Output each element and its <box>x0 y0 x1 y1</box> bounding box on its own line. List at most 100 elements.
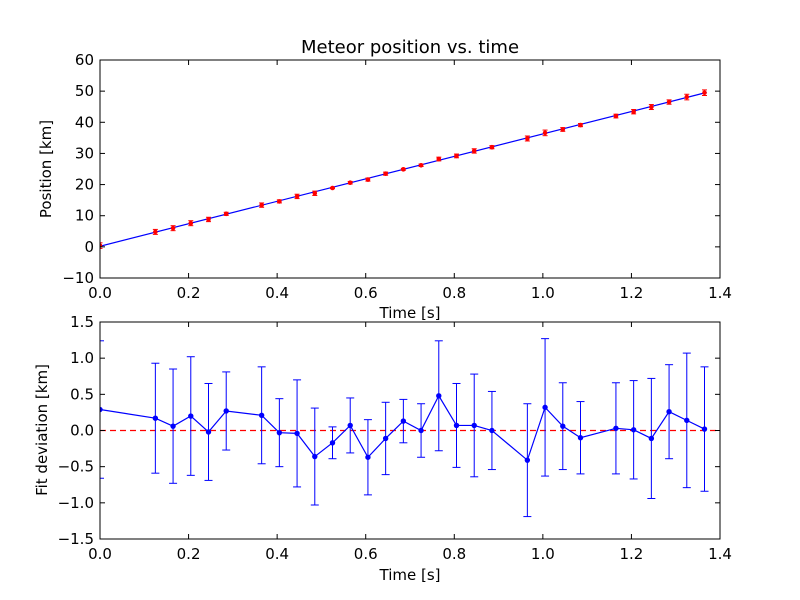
deviation-data-point <box>312 453 318 460</box>
deviation-plot-area <box>100 338 720 518</box>
position-data-point <box>277 199 282 204</box>
deviation-data-point <box>170 423 176 429</box>
position-y-axis-label: Position [km] <box>37 120 55 218</box>
position-y-tick-label: 20 <box>75 176 94 194</box>
deviation-data-point <box>418 427 424 434</box>
deviation-data-point <box>205 429 212 435</box>
deviation-data-point <box>613 425 619 432</box>
deviation-x-tick-label: 0.8 <box>442 545 466 563</box>
position-x-tick-label: 1.2 <box>619 284 643 302</box>
position-x-tick-label: 0.2 <box>177 284 201 302</box>
deviation-data-point <box>276 429 283 436</box>
deviation-data-point <box>666 408 672 415</box>
deviation-data-point <box>329 440 336 446</box>
deviation-y-tick-label: −1.5 <box>58 530 94 548</box>
position-data-point <box>666 99 672 105</box>
position-clipped-marks <box>100 89 707 249</box>
position-data-point <box>330 185 335 191</box>
deviation-x-tick-label: 0.2 <box>177 545 201 563</box>
position-data-point <box>489 144 495 150</box>
position-panel: 0.0 0.2 0.4 0.6 0.8 1.0 1.2 1.4 −10 0 10 20 30 40 50 60… <box>37 51 732 322</box>
position-data-point <box>702 90 707 95</box>
deviation-data-point <box>471 422 477 429</box>
position-axes-frame <box>99 59 721 279</box>
deviation-data-point <box>258 412 265 419</box>
position-x-tick-label: 0.6 <box>354 284 378 302</box>
deviation-data-point <box>701 426 708 432</box>
deviation-series-line <box>100 394 705 462</box>
position-x-tick-label: 0.8 <box>442 284 466 302</box>
position-data-point <box>525 136 530 141</box>
position-data-point <box>383 171 388 176</box>
position-data-point <box>206 217 211 222</box>
deviation-data-point <box>453 422 460 429</box>
deviation-data-point <box>436 393 442 399</box>
position-data-point <box>259 202 264 208</box>
deviation-ticks: 0.0 0.2 0.4 0.6 0.8 1.0 1.2 1.4 −1.5 −1.0 −0.5 0.0 0… <box>58 313 732 563</box>
deviation-x-tick-label: 0.4 <box>265 545 289 563</box>
position-data-point <box>560 127 566 132</box>
deviation-data-point <box>400 418 407 424</box>
deviation-y-tick-label: 1.5 <box>70 313 94 331</box>
position-data-point <box>436 156 442 162</box>
position-y-tick-label: 40 <box>75 113 94 131</box>
deviation-data-point <box>152 415 159 421</box>
deviation-x-tick-label: 1.2 <box>619 545 643 563</box>
deviation-data-point <box>648 435 655 442</box>
position-data-point <box>294 194 300 199</box>
position-y-tick-label: 30 <box>75 144 94 162</box>
deviation-x-tick-label: 1.0 <box>531 545 555 563</box>
deviation-y-tick-label: −1.0 <box>58 494 94 512</box>
deviation-y-tick-label: 0.0 <box>70 422 94 440</box>
deviation-data-point <box>524 457 531 463</box>
deviation-x-tick-label: 0.6 <box>354 545 378 563</box>
position-data-point <box>188 220 194 226</box>
deviation-y-axis-label: Fit deviation [km] <box>33 364 51 496</box>
deviation-y-tick-label: 1.0 <box>70 349 94 367</box>
deviation-data-point <box>382 435 389 442</box>
position-data-point <box>684 94 690 100</box>
deviation-data-point <box>365 454 371 460</box>
position-errorbar <box>100 242 103 249</box>
deviation-errorbar <box>100 340 104 479</box>
position-data-point <box>153 229 158 235</box>
deviation-clipped-marks <box>100 338 720 518</box>
deviation-y-tick-label: 0.5 <box>70 385 94 403</box>
position-y-tick-label: 50 <box>75 82 94 100</box>
position-x-tick-label: 1.4 <box>708 284 732 302</box>
position-x-tick-label: 0.4 <box>265 284 289 302</box>
position-y-tick-label: 10 <box>75 207 94 225</box>
position-x-tick-label: 0.0 <box>88 284 112 302</box>
deviation-data-point <box>560 423 566 429</box>
position-x-tick-label: 1.0 <box>531 284 555 302</box>
position-data-point <box>613 113 619 119</box>
position-y-tick-label: 60 <box>75 51 94 69</box>
position-data-point <box>401 167 406 172</box>
deviation-data-point <box>294 430 300 437</box>
chart-title: Meteor position vs. time <box>301 37 519 58</box>
deviation-data-point <box>188 413 194 419</box>
position-data-point <box>347 180 353 186</box>
position-data-point <box>542 130 548 136</box>
position-data-point <box>170 225 176 231</box>
position-data-point <box>578 122 583 128</box>
deviation-x-tick-label: 1.4 <box>708 545 732 563</box>
position-y-tick-label: −10 <box>62 269 94 287</box>
deviation-panel: 0.0 0.2 0.4 0.6 0.8 1.0 1.2 1.4 −1.5 −1.0 −0.5 0.0 0… <box>33 313 732 584</box>
deviation-y-tick-label: −0.5 <box>58 458 94 476</box>
position-data-point <box>631 109 636 114</box>
deviation-x-tick-label: 0.0 <box>88 545 112 563</box>
position-data-point <box>649 104 654 110</box>
deviation-data-point <box>577 435 584 441</box>
deviation-data-point <box>223 408 229 414</box>
position-data-point <box>471 148 477 154</box>
position-data-point <box>312 190 318 196</box>
position-ticks: 0.0 0.2 0.4 0.6 0.8 1.0 1.2 1.4 −10 0 10 20 30 40 50 60 <box>62 51 732 302</box>
deviation-data-point <box>542 404 548 411</box>
deviation-data-point <box>630 427 637 433</box>
position-plot-area <box>100 89 707 249</box>
position-data-point <box>365 177 371 182</box>
position-data-point <box>223 211 229 217</box>
